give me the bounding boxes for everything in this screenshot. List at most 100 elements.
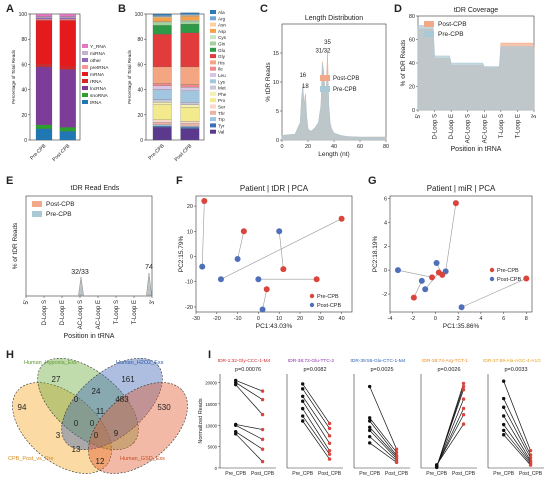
x-tick-label: Pre_CPB: [225, 471, 247, 477]
legend-label: Cys: [218, 35, 227, 40]
x-tick-label: T-Loop E: [515, 114, 521, 138]
x-tick-label: 40: [339, 316, 345, 322]
legend-label: Y_RNA: [90, 44, 107, 50]
x-tick-label: -10: [234, 316, 242, 322]
subplot-title: tDR-38:74-Arg-TCT-1: [422, 358, 468, 364]
chart-title: Length Distribution: [305, 15, 363, 22]
pre-point: [501, 396, 506, 401]
y-tick-label: 0: [384, 268, 387, 274]
venn-set-ellipse: [61, 358, 163, 450]
plot-frame: [389, 195, 533, 313]
legend-label: Ala: [218, 10, 225, 15]
post-point: [394, 460, 399, 465]
y-tick-label: 2: [384, 244, 387, 250]
y-axis-label: PC2:18.19%: [372, 236, 379, 273]
x-tick-label: D-Loop E: [449, 114, 455, 139]
bar-segment: [35, 128, 53, 141]
p-value-label: p=0.0026: [437, 367, 460, 373]
subplot-title: tDR-36:72-Glu-TTC-2: [288, 358, 334, 364]
post-point: [528, 448, 533, 453]
pair-line: [235, 380, 263, 392]
bar-segment: [180, 23, 200, 33]
legend-swatch: [210, 66, 216, 71]
bar-segment: [180, 84, 200, 88]
venn-region-count: 0: [90, 419, 95, 428]
y-tick-label: 10000: [205, 423, 217, 428]
y-axis-label: % of tDR Reads: [12, 222, 19, 269]
legend-swatch: [82, 93, 88, 97]
legend-swatch: [210, 98, 216, 103]
p-value-label: p=0.00076: [235, 367, 261, 373]
peak-annotation: 32/33: [71, 269, 89, 276]
legend-label: Gly: [218, 54, 226, 59]
y-tick-label: 10: [187, 229, 193, 235]
panel-letter-h: H: [6, 349, 14, 361]
y-tick-label: 0: [412, 108, 415, 114]
bar-segment: [152, 89, 172, 100]
post-point: [327, 441, 332, 445]
y-tick-label: 60: [21, 62, 27, 68]
y-axis-label: % of tDR Reads: [400, 39, 407, 86]
legend-swatch: [82, 100, 88, 104]
subplot-title: tDR-37:69-Ala-AGC-4-A1G: [483, 358, 541, 364]
post-cpb-point: [439, 271, 446, 278]
bar-segment: [59, 20, 76, 68]
post-cpb-point: [201, 198, 208, 205]
panel-letter-g: G: [368, 175, 377, 187]
bar-segment: [152, 34, 172, 68]
legend-swatch: [32, 211, 42, 217]
y-tick-label: 100: [135, 12, 144, 18]
x-tick-label: 5': [416, 114, 422, 118]
bar-segment: [180, 102, 200, 105]
legend-swatch: [82, 86, 88, 90]
x-tick-label: 80: [383, 144, 389, 150]
pair-line: [503, 424, 531, 463]
venn-region-count: 24: [92, 387, 101, 396]
peak-annotation: 18: [302, 84, 309, 90]
venn-set-ellipse: [12, 382, 112, 474]
legend-label: Post-CPB: [497, 277, 521, 283]
legend-label: Post-CPB: [438, 21, 467, 28]
x-tick-label: Pre_CPB: [426, 471, 448, 477]
bar-segment: [59, 127, 76, 132]
pair-line: [436, 398, 464, 467]
post-point: [260, 412, 265, 417]
bar-segment: [180, 15, 200, 17]
y-tick-label: 6: [384, 196, 387, 202]
panel-a: 0 20 40 60 80 100 Percentage of Total Reads Pre…: [11, 12, 109, 163]
post-point: [260, 447, 265, 451]
bar-segment: [152, 124, 172, 127]
venn-region-count: 530: [157, 403, 171, 412]
x-tick-label: 2: [457, 316, 460, 322]
pair-line: [302, 408, 330, 451]
legend-swatch: [424, 31, 434, 37]
pre-cpb-point: [422, 286, 429, 293]
bar-segment: [152, 102, 172, 105]
bar-segment: [35, 20, 53, 65]
y-tick-label: -10: [185, 280, 193, 286]
venn-region-count: 0: [74, 395, 79, 404]
post-point: [461, 413, 466, 417]
y-tick-label: 60: [137, 62, 143, 68]
legend-swatch: [210, 41, 216, 46]
area-series: [281, 61, 387, 141]
legend-label: Arg: [218, 16, 226, 21]
y-tick-label: 20: [137, 113, 143, 119]
read-end-peak: [78, 276, 84, 296]
venn-set-label: Human_Hypoxia_Exs: [24, 360, 77, 366]
legend-label: Phe: [218, 92, 227, 97]
pre-point: [233, 382, 238, 387]
legend-swatch: [210, 28, 216, 33]
bar-segment: [152, 127, 172, 141]
bar-segment: [180, 90, 200, 103]
legend-label: Met: [218, 86, 226, 91]
bar-segment: [180, 13, 200, 16]
pre-point: [367, 428, 372, 433]
legend-swatch: [82, 72, 88, 76]
panel-c: Length Distribution 0 20 40 60 80 0 5 10 15 Length…: [265, 15, 389, 158]
legend-label: Leu: [218, 73, 226, 78]
legend-swatch: [210, 129, 216, 134]
venn-region-count: 12: [96, 457, 105, 466]
bar-segment: [180, 126, 200, 128]
